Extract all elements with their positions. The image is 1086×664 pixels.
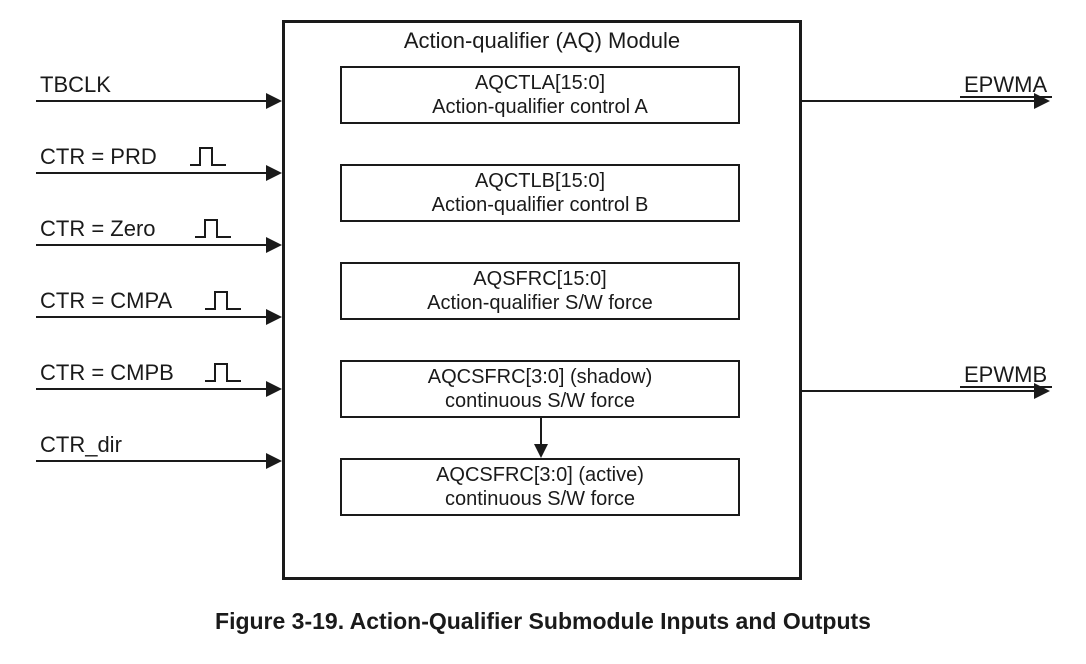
diagram-canvas: Action-qualifier (AQ) Module AQCTLA[15:0]… xyxy=(0,0,1086,664)
output-wire-epwmb xyxy=(802,390,1036,392)
input-label-ctr_dir: CTR_dir xyxy=(40,432,122,458)
register-aqsfrc-desc: Action-qualifier S/W force xyxy=(342,291,738,315)
register-aqcsfrc_a-name: AQCSFRC[3:0] (active) xyxy=(342,463,738,487)
module-title: Action-qualifier (AQ) Module xyxy=(282,28,802,54)
register-aqcsfrc_s: AQCSFRC[3:0] (shadow)continuous S/W forc… xyxy=(340,360,740,418)
register-aqctla-desc: Action-qualifier control A xyxy=(342,95,738,119)
input-arrowhead-ctr_cmpb-icon xyxy=(266,381,282,397)
register-aqctlb-name: AQCTLB[15:0] xyxy=(342,169,738,193)
input-label-ctr_cmpb: CTR = CMPB xyxy=(40,360,174,386)
input-wire-ctr_prd xyxy=(36,172,268,174)
input-label-ctr_prd: CTR = PRD xyxy=(40,144,157,170)
register-aqcsfrc_s-name: AQCSFRC[3:0] (shadow) xyxy=(342,365,738,389)
register-aqcsfrc_s-desc: continuous S/W force xyxy=(342,389,738,413)
register-aqsfrc: AQSFRC[15:0]Action-qualifier S/W force xyxy=(340,262,740,320)
input-arrowhead-ctr_dir-icon xyxy=(266,453,282,469)
pulse-icon xyxy=(190,146,226,166)
input-arrowhead-ctr_zero-icon xyxy=(266,237,282,253)
pulse-icon xyxy=(205,290,241,310)
pulse-icon xyxy=(205,362,241,382)
register-aqctla-name: AQCTLA[15:0] xyxy=(342,71,738,95)
register-aqctlb: AQCTLB[15:0]Action-qualifier control B xyxy=(340,164,740,222)
register-aqctlb-desc: Action-qualifier control B xyxy=(342,193,738,217)
output-wire-epwma xyxy=(802,100,1036,102)
output-arrowhead-epwmb-icon xyxy=(1034,383,1050,399)
shadow-active-connector xyxy=(540,418,542,446)
input-arrowhead-ctr_cmpa-icon xyxy=(266,309,282,325)
input-wire-ctr_dir xyxy=(36,460,268,462)
input-arrowhead-tbclk-icon xyxy=(266,93,282,109)
input-wire-ctr_cmpa xyxy=(36,316,268,318)
pulse-icon xyxy=(195,218,231,238)
figure-caption: Figure 3-19. Action-Qualifier Submodule … xyxy=(0,608,1086,635)
input-wire-ctr_cmpb xyxy=(36,388,268,390)
register-aqcsfrc_a: AQCSFRC[3:0] (active)continuous S/W forc… xyxy=(340,458,740,516)
shadow-active-arrowhead-icon xyxy=(534,444,548,458)
register-aqctla: AQCTLA[15:0]Action-qualifier control A xyxy=(340,66,740,124)
input-arrowhead-ctr_prd-icon xyxy=(266,165,282,181)
output-arrowhead-epwma-icon xyxy=(1034,93,1050,109)
input-label-tbclk: TBCLK xyxy=(40,72,111,98)
input-wire-tbclk xyxy=(36,100,268,102)
input-wire-ctr_zero xyxy=(36,244,268,246)
input-label-ctr_cmpa: CTR = CMPA xyxy=(40,288,172,314)
register-aqcsfrc_a-desc: continuous S/W force xyxy=(342,487,738,511)
input-label-ctr_zero: CTR = Zero xyxy=(40,216,156,242)
register-aqsfrc-name: AQSFRC[15:0] xyxy=(342,267,738,291)
